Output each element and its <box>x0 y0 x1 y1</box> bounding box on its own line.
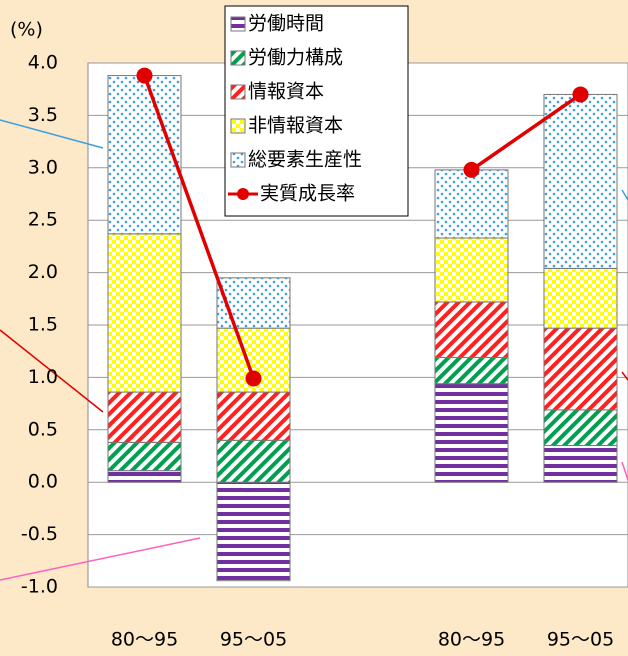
y-tick-label: 2.0 <box>28 261 58 283</box>
y-tick-label: 1.0 <box>28 366 58 388</box>
arrow <box>621 371 628 381</box>
callout-arrows <box>0 119 628 581</box>
bar-segment <box>216 391 291 441</box>
legend-label: 非情報資本 <box>248 115 343 137</box>
legend-swatch <box>230 50 246 66</box>
legend-swatch <box>230 84 246 100</box>
arrow <box>621 189 628 201</box>
bar-segment <box>434 301 509 358</box>
x-tick-label: 80〜95 <box>111 629 178 651</box>
bar-segment <box>216 277 291 329</box>
bar-segment <box>543 327 618 411</box>
legend-swatch <box>230 118 246 134</box>
bar-segment <box>543 445 618 483</box>
line-point <box>572 86 589 103</box>
arrow <box>621 461 628 481</box>
legend-label: 労働時間 <box>248 13 324 35</box>
line-series <box>470 93 582 172</box>
legend-box <box>224 5 409 217</box>
bar-segment <box>107 391 182 443</box>
y-tick-label: 4.0 <box>28 52 58 74</box>
y-unit: (%) <box>10 19 43 41</box>
arrow <box>0 119 104 149</box>
legend-label: 情報資本 <box>248 81 324 103</box>
bar-segment <box>107 75 182 235</box>
x-tick-label: 95〜05 <box>220 629 287 651</box>
y-tick-label: -0.5 <box>21 523 58 545</box>
bar-segment <box>107 233 182 393</box>
bar-segment <box>216 481 291 582</box>
line-point <box>463 161 480 178</box>
legend-swatch <box>237 188 249 200</box>
bar-segment <box>434 356 509 385</box>
y-tick-label: -1.0 <box>21 576 58 598</box>
bar-segment <box>543 93 618 269</box>
legend-label: 労働力構成 <box>248 47 343 69</box>
y-tick-label: 3.5 <box>28 104 58 126</box>
bar-segment <box>107 441 182 472</box>
legend-swatch <box>230 16 246 32</box>
arrow <box>0 329 104 413</box>
x-tick-label: 80〜95 <box>438 629 505 651</box>
legend-swatch <box>230 152 246 168</box>
y-tick-label: 2.5 <box>28 209 58 231</box>
bar-segment <box>107 470 182 483</box>
x-tick-label: 95〜05 <box>547 629 614 651</box>
arrow <box>0 537 201 581</box>
y-tick-label: 3.0 <box>28 156 58 178</box>
legend-label: 総要素生産性 <box>248 149 362 171</box>
bar-segment <box>543 409 618 447</box>
y-tick-label: 0.0 <box>28 471 58 493</box>
line-point <box>136 67 153 84</box>
line-point <box>245 370 262 387</box>
bar-segment <box>543 267 618 329</box>
legend-label: 実質成長率 <box>260 183 355 205</box>
bar-segment <box>216 439 291 483</box>
bar-segment <box>434 237 509 303</box>
bar-segment <box>434 383 509 483</box>
y-tick-label: 0.5 <box>28 418 58 440</box>
y-tick-label: 1.5 <box>28 314 58 336</box>
line-series <box>142 74 256 380</box>
bar-segment <box>434 169 509 239</box>
